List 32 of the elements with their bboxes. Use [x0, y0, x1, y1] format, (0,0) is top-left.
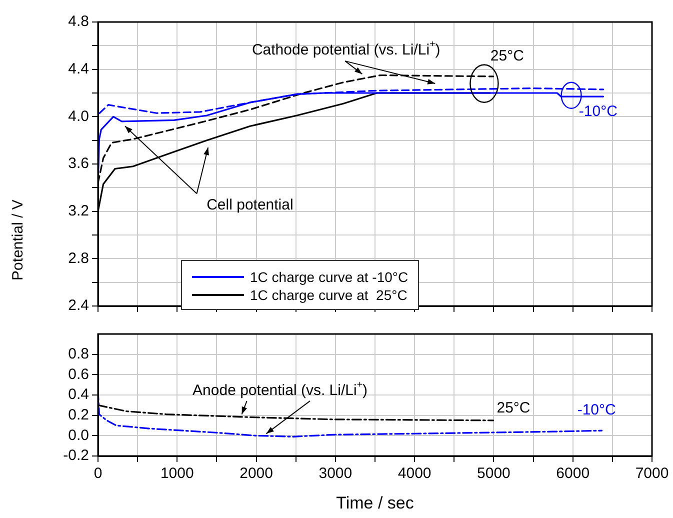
annotation: Anode potential (vs. Li/Li+) [192, 380, 368, 400]
y-tick-label: 4.4 [68, 60, 89, 78]
annotation: 25°C [496, 399, 530, 416]
x-tick-label: 0 [94, 465, 102, 482]
x-tick-label: 1000 [160, 465, 194, 482]
annotation: -10°C [578, 103, 618, 120]
annotation: Cathode potential (vs. Li/Li+) [252, 39, 440, 59]
y-tick-label: 0.8 [68, 345, 89, 362]
x-tick-label: 6000 [556, 465, 590, 482]
y-tick-label: 2.4 [68, 297, 89, 314]
y-tick-label: 2.8 [68, 250, 89, 267]
annotation: 25°C [490, 47, 524, 64]
x-tick-label: 4000 [398, 465, 432, 482]
x-tick-label: 7000 [635, 465, 669, 482]
x-axis-title: Time / sec [336, 493, 414, 512]
x-tick-label: 5000 [477, 465, 510, 482]
x-tick-label: 2000 [240, 465, 273, 482]
y-axis-title: Potential / V [10, 200, 26, 280]
x-tick-label: 3000 [318, 465, 352, 482]
y-tick-label: 0.0 [68, 426, 89, 444]
y-tick-label: 4.0 [68, 108, 89, 125]
y-tick-label: 4.8 [68, 13, 89, 30]
legend-label: 1C charge curve at 25°C [250, 287, 408, 303]
y-tick-label: 3.2 [68, 202, 89, 220]
y-tick-label: 0.6 [68, 366, 89, 383]
annotation: Cell potential [206, 196, 294, 214]
y-tick-label: -0.2 [63, 447, 89, 464]
legend-label: 1C charge curve at -10°C [250, 269, 408, 285]
annotation: -10°C [577, 401, 616, 418]
y-tick-label: 0.4 [68, 386, 89, 404]
y-tick-label: 0.2 [68, 406, 89, 424]
y-tick-label: 3.6 [68, 155, 89, 172]
